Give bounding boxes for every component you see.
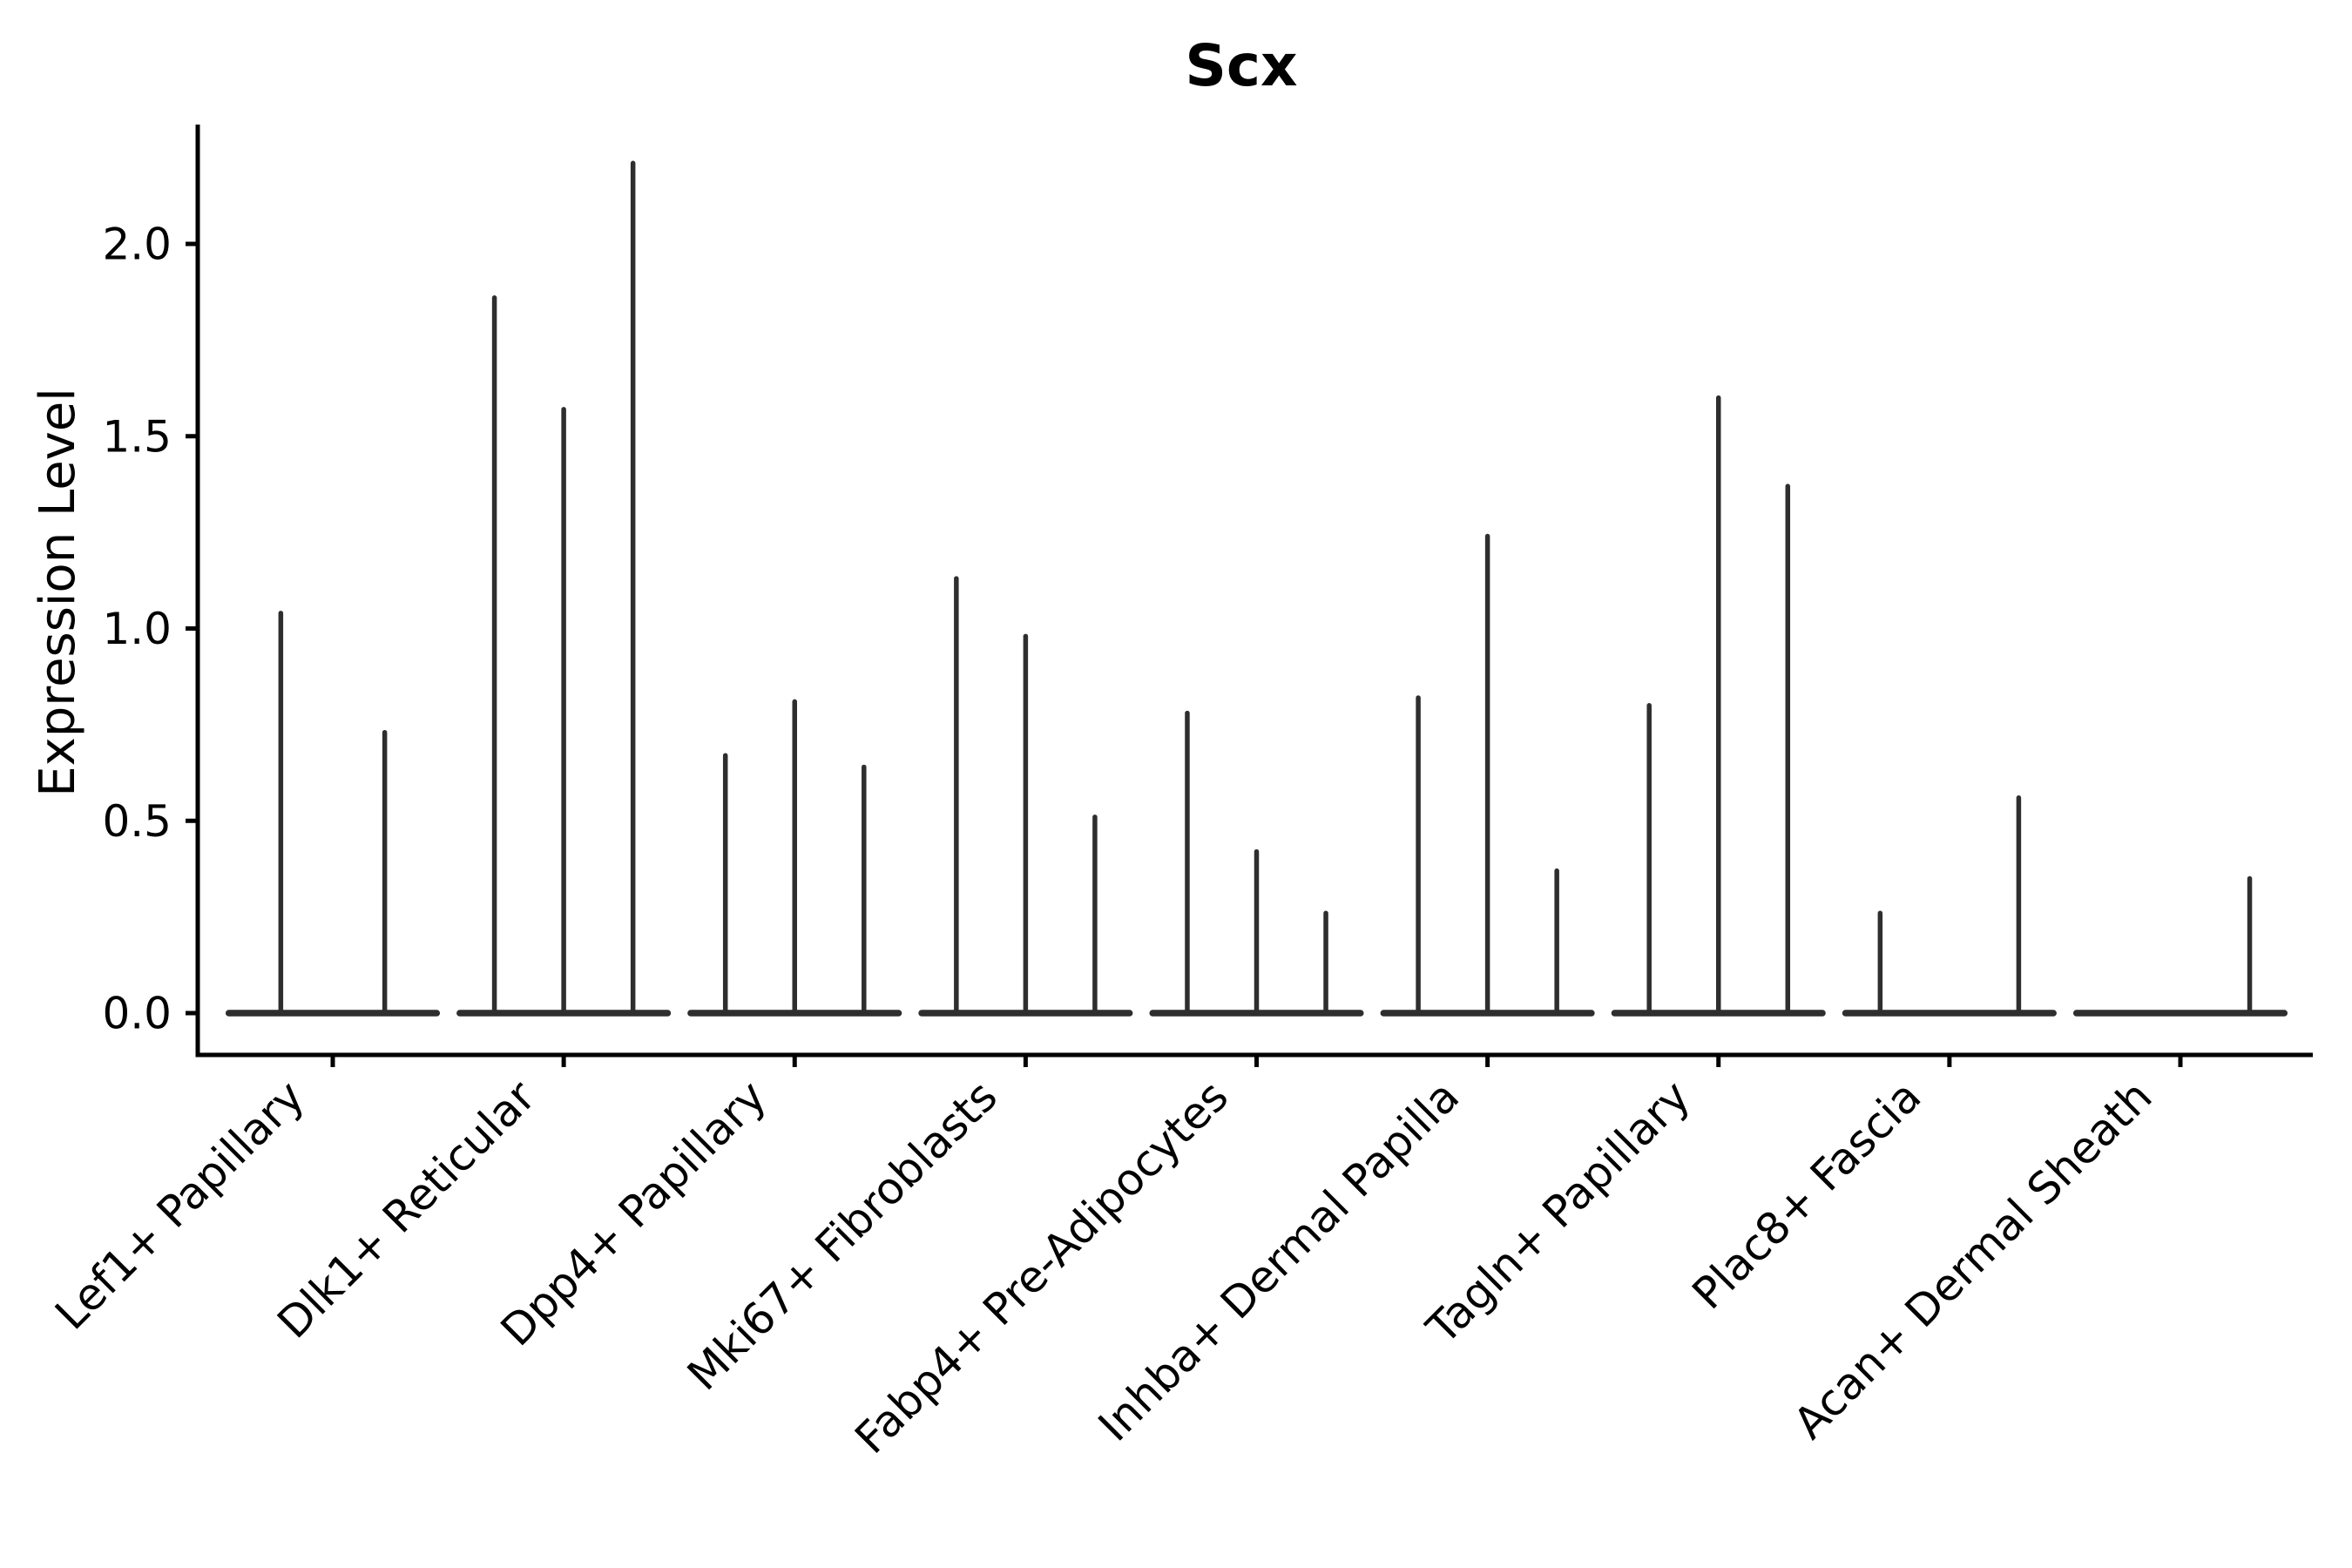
y-tick-label: 0.5 — [102, 796, 172, 847]
x-tick-label: Fabp4+ Pre-Adipocytes — [845, 1071, 1238, 1463]
y-tick-label: 0.0 — [102, 989, 172, 1039]
x-tick-label: Lef1+ Papillary — [45, 1071, 314, 1339]
y-tick-label: 1.0 — [102, 604, 172, 654]
axes-spines — [195, 125, 2313, 1058]
y-axis-label: Expression Level — [30, 388, 86, 797]
violins — [225, 160, 2288, 1017]
chart-title: Scx — [1185, 32, 1297, 99]
x-tick-label: Plac8+ Fascia — [1683, 1071, 1931, 1319]
y-tick-label: 1.5 — [102, 411, 172, 462]
y-axis-ticks: 0.0 0.5 1.0 1.5 2.0 — [102, 220, 198, 1039]
y-tick-label: 2.0 — [102, 220, 172, 270]
